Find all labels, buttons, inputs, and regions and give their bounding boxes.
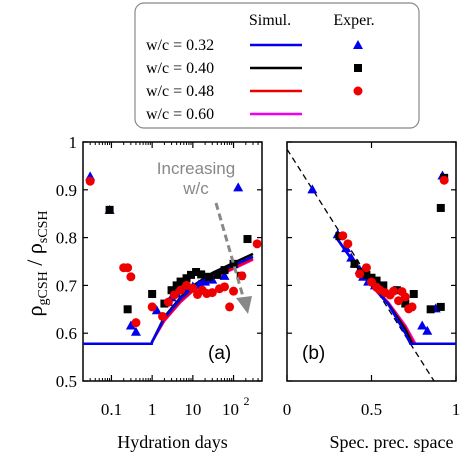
xtick-label: 0.1 <box>101 400 122 419</box>
panel-tag-b: (b) <box>302 343 325 364</box>
legend-marker <box>354 64 362 72</box>
exp-point-a <box>123 305 132 314</box>
exp-point-a <box>125 320 136 330</box>
xtick-label-b: 1 <box>452 400 461 419</box>
exp-point-b <box>343 239 353 249</box>
legend: Simul. Exper. w/c = 0.32 w/c = 0.40 w/c = 0.… <box>134 2 420 129</box>
annotation-line1: Increasing <box>157 159 235 178</box>
xtick-label: 1 <box>148 400 157 419</box>
axes-frame-a <box>82 141 263 382</box>
exp-point-b <box>307 184 318 194</box>
y-axis-label: ρgCSH / ρsCSH <box>22 211 51 317</box>
exp-point-b <box>388 286 398 296</box>
exp-point-b <box>401 299 410 308</box>
exp-point-b <box>394 296 404 306</box>
ytick-label: 1 <box>69 133 78 152</box>
xtick-label-exponent: 2 <box>244 394 250 408</box>
annotation-arrowhead <box>236 296 252 314</box>
ytick-label: 0.6 <box>56 324 77 343</box>
exp-point-a <box>105 205 114 214</box>
exp-point-a <box>147 302 157 312</box>
exp-point-a <box>85 176 95 186</box>
exp-point-b <box>350 259 359 268</box>
exp-point-a <box>182 274 191 283</box>
exp-point-a <box>167 286 176 295</box>
ytick-label: 0.7 <box>56 276 78 295</box>
exp-point-b <box>407 302 417 312</box>
exp-point-b <box>400 292 410 302</box>
legend-label: w/c = 0.48 <box>146 83 214 100</box>
legend-marker <box>353 40 363 49</box>
exp-point-a <box>176 277 185 286</box>
exp-point-a <box>148 290 157 299</box>
exp-point-a <box>225 302 235 312</box>
exp-point-a <box>123 263 133 273</box>
exp-point-a <box>163 297 173 307</box>
x-axis-label-a: Hydration days <box>117 432 227 452</box>
exp-point-a <box>151 305 162 315</box>
annotation-line2: w/c <box>182 179 209 198</box>
exp-point-a <box>229 286 239 296</box>
exp-point-b <box>361 263 371 273</box>
exp-point-b <box>422 325 433 335</box>
exp-point-a <box>252 239 262 249</box>
ytick-label: 0.8 <box>56 229 77 248</box>
exp-point-a <box>220 266 229 275</box>
exp-point-b <box>409 290 418 299</box>
exp-point-b <box>346 252 357 262</box>
exp-point-b <box>372 276 381 285</box>
panel-a: 0.5 0.6 0.7 0.8 0.9 1 0.1 1 10 10 2 Hydration days ρ… <box>22 133 263 452</box>
exp-point-a <box>169 290 179 300</box>
exp-point-a <box>131 318 141 328</box>
exp-point-a <box>229 259 238 268</box>
legend-label: w/c = 0.40 <box>146 60 214 77</box>
x-axis-label-b: Spec. prec. space <box>330 432 454 452</box>
exp-point-a <box>207 288 217 298</box>
xtick-label: 10 <box>222 400 239 419</box>
exp-point-b <box>439 175 449 185</box>
legend-marker <box>353 86 363 96</box>
exp-point-b <box>362 270 371 279</box>
exp-point-a <box>126 272 136 282</box>
ytick-label: 0.5 <box>56 372 77 391</box>
exp-point-b <box>379 281 388 290</box>
exp-point-a <box>197 270 206 279</box>
panel-b: 0 0.5 1 Spec. prec. space (b) <box>283 141 461 452</box>
legend-box <box>134 2 420 129</box>
exp-point-b <box>426 305 435 314</box>
legend-label: w/c = 0.60 <box>146 106 214 123</box>
ytick-label: 0.9 <box>56 181 77 200</box>
legend-sim-header: Simul. <box>249 12 291 29</box>
exp-point-b <box>417 320 428 330</box>
exp-point-b <box>436 302 445 311</box>
exp-point-a <box>186 270 195 279</box>
exp-point-a <box>237 271 247 281</box>
xtick-label: 10 <box>184 400 201 419</box>
exp-point-b <box>338 231 348 241</box>
legend-exp-header: Exper. <box>333 12 374 29</box>
legend-label: w/c = 0.32 <box>146 37 214 54</box>
annotation-arrow <box>214 202 246 301</box>
xtick-label-b: 0 <box>283 400 292 419</box>
exp-point-a <box>158 311 168 321</box>
exp-point-a <box>188 283 198 293</box>
exp-point-a <box>220 282 230 292</box>
exp-point-a <box>213 270 222 279</box>
exp-point-a <box>219 270 230 280</box>
exp-point-a <box>130 326 141 336</box>
exp-point-a <box>205 272 214 281</box>
exp-point-a <box>192 268 201 277</box>
exp-point-b <box>436 203 445 212</box>
exp-point-b <box>355 269 365 279</box>
panel-tag-a: (a) <box>208 343 231 364</box>
exp-point-a <box>243 235 252 244</box>
xtick-label-b: 0.5 <box>361 400 382 419</box>
exp-point-a <box>233 182 244 192</box>
